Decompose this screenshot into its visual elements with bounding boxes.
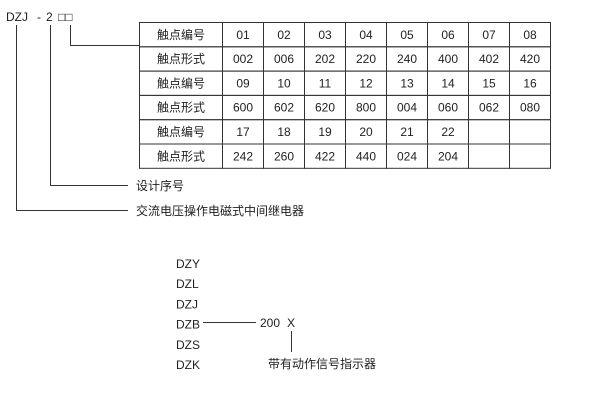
table-cell-border [509, 119, 551, 145]
model-boxes: □□ [58, 10, 73, 24]
table-cell: 19 [318, 125, 332, 139]
table-cell: 13 [400, 76, 414, 90]
table-cell: 240 [397, 52, 417, 66]
table-cell-border [468, 143, 510, 169]
row-header: 触点编号 [157, 75, 205, 90]
table-cell: 242 [233, 149, 253, 163]
table-cell: 422 [315, 149, 335, 163]
table-cell: 006 [274, 52, 294, 66]
table-cell: 18 [277, 125, 291, 139]
leader-contact [70, 25, 139, 46]
code-200: 200 [260, 316, 280, 330]
table-cell: 440 [356, 149, 376, 163]
leader-design [50, 25, 128, 186]
table-cell: 002 [233, 52, 253, 66]
table-cell: 204 [438, 149, 458, 163]
model-dash: - [37, 10, 41, 24]
table-cell: 16 [523, 76, 537, 90]
table-cell: 17 [236, 125, 250, 139]
table-cell: 21 [400, 125, 414, 139]
table-cell: 03 [318, 28, 332, 42]
leader-type [16, 25, 128, 211]
table-cell: 600 [233, 101, 253, 115]
series-item: DZS [176, 338, 200, 352]
table-cell: 620 [315, 101, 335, 115]
table-cell: 260 [274, 149, 294, 163]
model-digit: 2 [46, 10, 53, 24]
row-header: 触点编号 [157, 27, 205, 42]
table-cell: 20 [359, 125, 373, 139]
table-cell: 800 [356, 101, 376, 115]
table-cell: 062 [479, 101, 499, 115]
table-cell: 15 [482, 76, 496, 90]
table-cell: 004 [397, 101, 417, 115]
table-cell: 01 [236, 28, 250, 42]
table-cell: 14 [441, 76, 455, 90]
series-item: DZL [176, 277, 199, 291]
table-cell: 22 [441, 125, 455, 139]
relay-type-label: 交流电压操作电磁式中间继电器 [136, 203, 304, 218]
contact-table: 触点编号 01 02 03 04 05 06 07 08 触点形式 002 006 202 220 240 4… [139, 22, 551, 169]
table-cell: 220 [356, 52, 376, 66]
series-item: DZK [176, 358, 200, 372]
table-cell: 04 [359, 28, 373, 42]
series-item: DZB [176, 318, 200, 332]
table-cell: 07 [482, 28, 496, 42]
table-cell: 08 [523, 28, 537, 42]
leader-lines [16, 25, 292, 352]
suffix-x: X [287, 316, 295, 330]
table-cell: 602 [274, 101, 294, 115]
suffix-label: 带有动作信号指示器 [268, 356, 376, 371]
series-item: DZY [176, 257, 200, 271]
series-list: DZY DZL DZJ DZB DZS DZK [176, 257, 200, 372]
table-cell: 10 [277, 76, 291, 90]
table-cell: 06 [441, 28, 455, 42]
table-cell: 402 [479, 52, 499, 66]
row-header: 触点编号 [157, 124, 205, 139]
table-cell: 05 [400, 28, 414, 42]
table-cell: 12 [359, 76, 373, 90]
table-cell: 024 [397, 149, 417, 163]
row-header: 触点形式 [157, 149, 205, 163]
design-serial-label: 设计序号 [136, 178, 184, 193]
table-cell: 420 [520, 52, 540, 66]
table-cell: 202 [315, 52, 335, 66]
table-cell: 02 [277, 28, 291, 42]
table-cell: 400 [438, 52, 458, 66]
table-cell: 09 [236, 76, 250, 90]
table-cell: 11 [319, 76, 332, 90]
table-cell-border [468, 119, 510, 145]
table-cell-border [509, 143, 551, 169]
series-item: DZJ [176, 297, 198, 311]
table-cell: 060 [438, 101, 458, 115]
model-prefix: DZJ [6, 10, 28, 24]
row-header: 触点形式 [157, 52, 205, 66]
row-header: 触点形式 [157, 101, 205, 115]
table-cell: 080 [520, 101, 540, 115]
